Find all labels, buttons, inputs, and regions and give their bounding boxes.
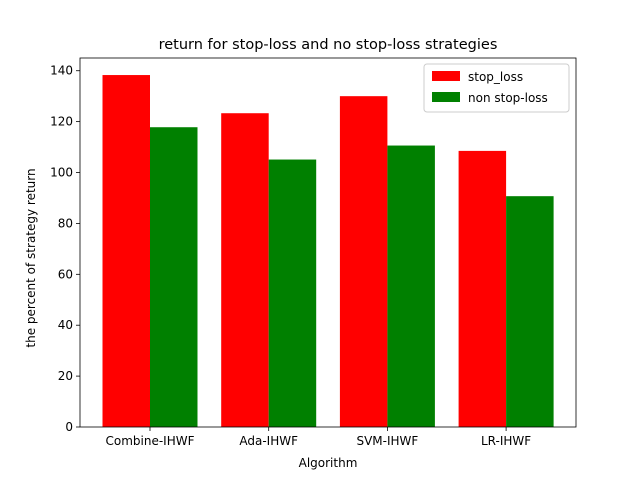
legend-label: stop_loss <box>468 70 523 84</box>
legend-swatch <box>432 71 460 81</box>
x-tick-label: Combine-IHWF <box>105 434 194 448</box>
y-tick-label: 80 <box>58 216 73 230</box>
axes-frame <box>79 57 577 428</box>
y-tick-label: 0 <box>65 420 73 434</box>
bar-non-stop-loss-lr-ihwf <box>506 196 554 427</box>
bar-stop-loss-ada-ihwf <box>221 113 269 427</box>
y-tick-label: 60 <box>58 267 73 281</box>
bar-non-stop-loss-ada-ihwf <box>268 159 317 428</box>
y-tick-label: 20 <box>58 369 73 383</box>
legend-swatch <box>432 92 460 102</box>
legend-box <box>423 63 570 113</box>
x-tick-label: Ada-IHWF <box>239 434 298 448</box>
x-tick-label: LR-IHWF <box>481 434 531 448</box>
y-tick-label: 40 <box>58 318 73 332</box>
x-tick-label: SVM-IHWF <box>356 434 418 448</box>
y-tick-label: 120 <box>50 115 73 129</box>
legend-label: non stop-loss <box>468 91 548 105</box>
plot-area: Combine-IHWF Ada-IHWF SVM-IHWF LR-IHWF 0 20 40… <box>50 57 577 448</box>
x-axis-label: Algorithm <box>299 456 358 470</box>
bar-stop-loss-svm-ihwf <box>339 96 388 428</box>
y-tick-label: 100 <box>50 166 73 180</box>
bar-non-stop-loss-svm-ihwf <box>387 145 435 428</box>
chart-title: return for stop-loss and no stop-loss st… <box>159 37 498 53</box>
bar-stop-loss-combine-ihwf <box>102 75 150 428</box>
y-tick-label: 140 <box>50 64 73 78</box>
bar-non-stop-loss-combine-ihwf <box>150 127 198 427</box>
y-axis-label: the percent of strategy return <box>24 168 38 347</box>
bar-stop-loss-lr-ihwf <box>458 150 507 427</box>
